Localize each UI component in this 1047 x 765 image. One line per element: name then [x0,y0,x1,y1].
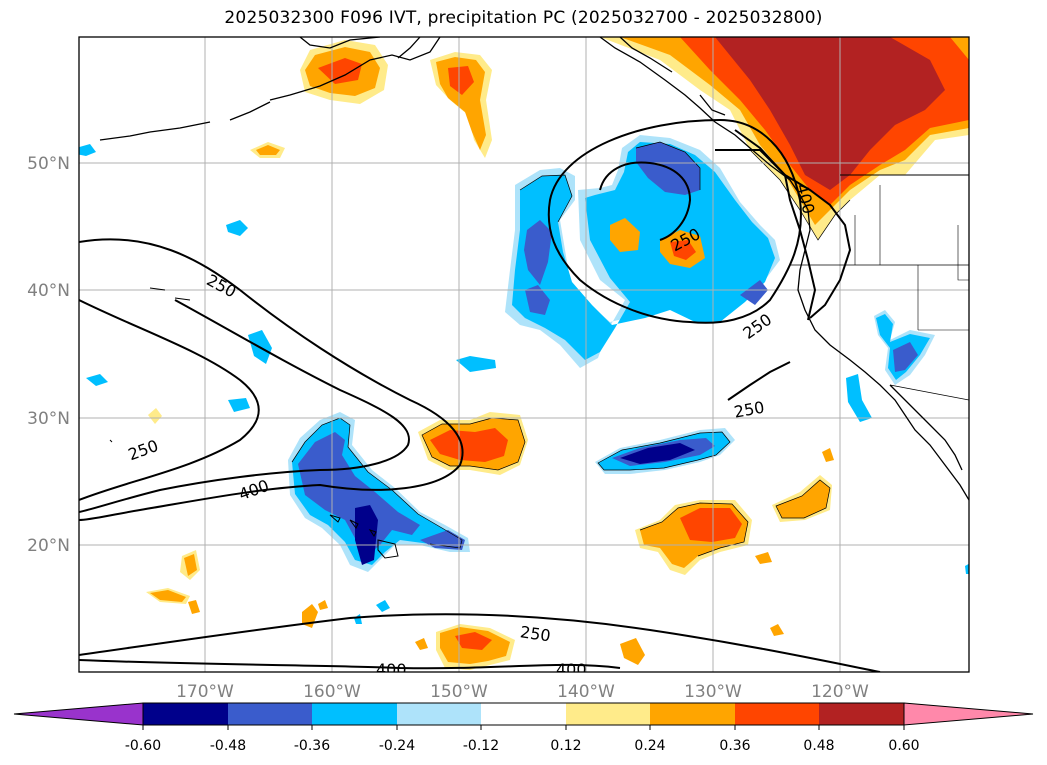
colorbar-segment [819,703,904,725]
colorbar-tick-label: -0.48 [210,738,246,754]
longitude-labels: 170°W 160°W 150°W 140°W 130°W 120°W [176,682,869,702]
colorbar-segment [228,703,312,725]
colorbar-segment [397,703,481,725]
lat-label-40n: 40°N [27,281,70,301]
map-content: 250 250 250 250 250 400 250 400 400 400 [79,37,969,679]
colorbar-segment [650,703,735,725]
lat-label-30n: 30°N [27,409,70,429]
colorbar-tick-label: -0.24 [379,738,415,754]
lon-label-170w: 170°W [176,682,234,702]
colorbar-min-extend [13,702,144,726]
colorbar-segment [143,703,228,725]
colorbar-tick-label: 0.60 [888,738,919,754]
colorbar-tick-label: -0.12 [463,738,499,754]
contour-label: 400 [376,660,407,679]
map-title: 2025032300 F096 IVT, precipitation PC (2… [224,8,823,28]
lon-label-140w: 140°W [557,682,615,702]
latitude-labels: 50°N 40°N 30°N 20°N [27,154,70,556]
gridlines [79,37,969,672]
precip-fills [79,37,969,670]
colorbar-segment [735,703,819,725]
colorbar-tick-label: -0.60 [125,738,161,754]
colorbar-max-extend [903,702,1034,726]
colorbar-tick-label: 0.36 [719,738,750,754]
colorbar-segment [312,703,397,725]
lon-label-130w: 130°W [684,682,742,702]
colorbar-tick-label: 0.12 [550,738,581,754]
ivt-contours [79,118,881,672]
coastlines [99,37,969,559]
lat-label-20n: 20°N [27,536,70,556]
lat-label-50n: 50°N [27,154,70,174]
contour-label: 400 [556,660,587,679]
colorbar: -0.60 -0.48 -0.36 -0.24 -0.12 0.12 0.24 … [13,702,1034,754]
lon-label-160w: 160°W [303,682,361,702]
lon-label-120w: 120°W [811,682,869,702]
contour-label: 250 [519,622,552,645]
colorbar-tick-label: -0.36 [294,738,330,754]
map-frame [78,36,970,673]
colorbar-segment [566,703,650,725]
lon-label-150w: 150°W [430,682,488,702]
colorbar-segment [481,703,566,725]
colorbar-tick-label: 0.48 [803,738,834,754]
colorbar-tick-label: 0.24 [634,738,665,754]
